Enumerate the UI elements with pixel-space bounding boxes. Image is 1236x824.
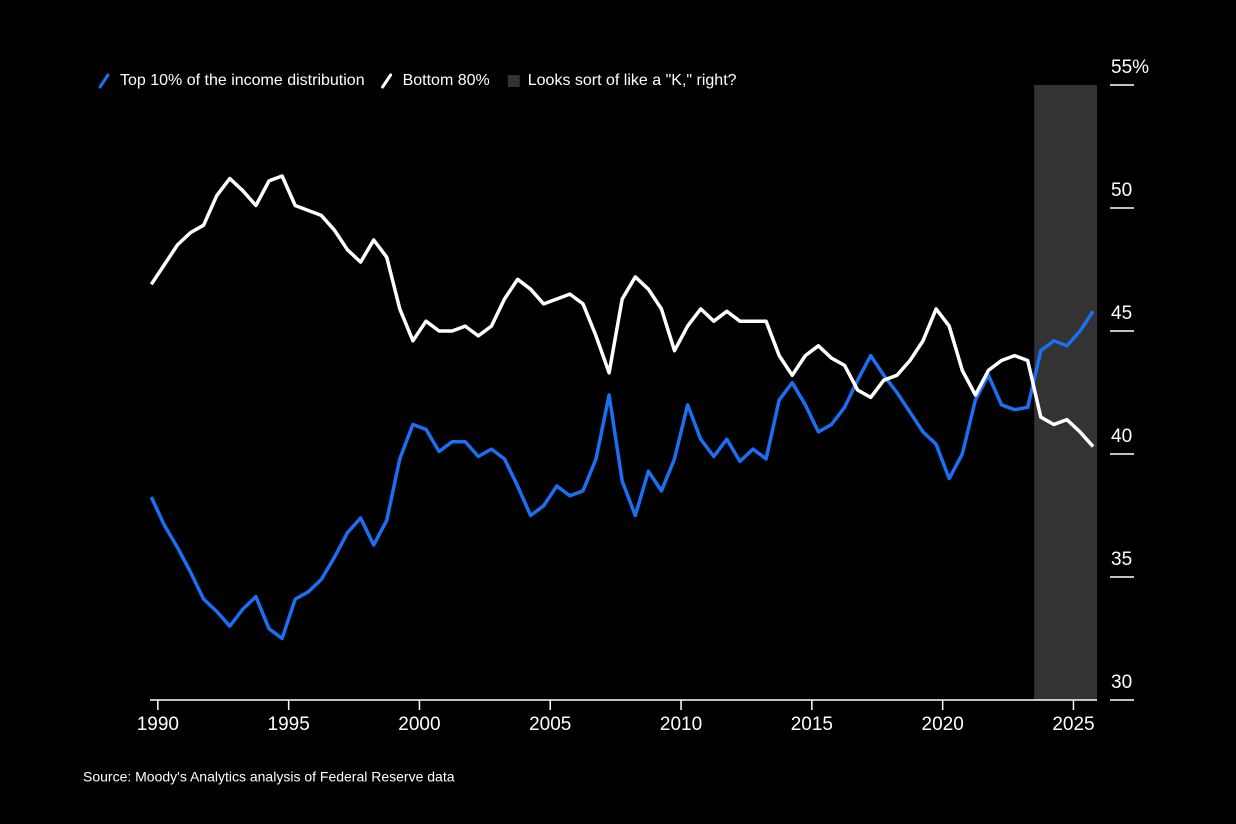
legend-swatch	[381, 73, 393, 89]
legend-swatch	[98, 73, 110, 89]
x-tick-label: 2010	[660, 714, 702, 735]
data-line	[149, 310, 1095, 641]
data-line	[149, 174, 1095, 448]
legend-label: Top 10% of the income distribution	[120, 72, 365, 89]
x-tick-label: 1990	[137, 714, 179, 735]
x-tick-label: 1995	[268, 714, 310, 735]
x-tick-label: 2020	[922, 714, 964, 735]
legend-label: Looks sort of like a "K," right?	[528, 72, 737, 89]
x-tick-label: 2015	[791, 714, 833, 735]
source-note: Source: Moody's Analytics analysis of Fe…	[83, 769, 455, 785]
y-tick-label: 40	[1111, 426, 1132, 447]
shaded-period	[1034, 85, 1097, 700]
y-tick-label: 45	[1111, 303, 1132, 324]
y-tick-label: 30	[1111, 672, 1132, 693]
x-tick-label: 2005	[529, 714, 571, 735]
legend-swatch	[507, 75, 520, 87]
y-tick-label: 35	[1111, 549, 1132, 570]
y-tick-label: 50	[1111, 180, 1132, 201]
x-tick-label: 2025	[1052, 714, 1094, 735]
x-tick-label: 2000	[398, 714, 440, 735]
y-tick-label: 55%	[1111, 57, 1149, 78]
legend-label: Bottom 80%	[403, 72, 490, 89]
